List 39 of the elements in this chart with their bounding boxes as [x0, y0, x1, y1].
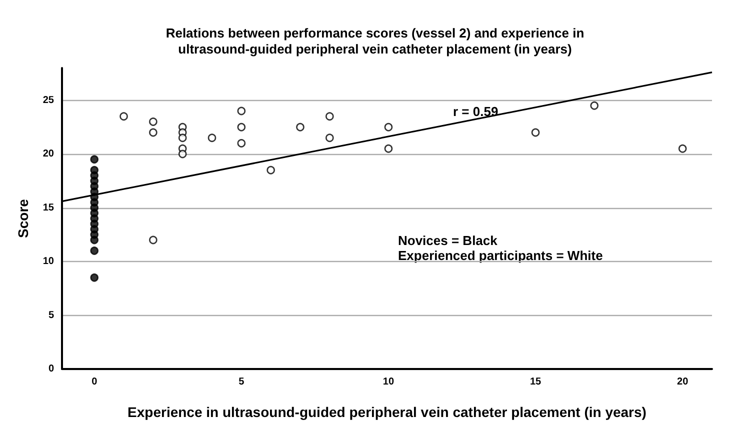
point	[237, 106, 246, 116]
chart-title: Relations between performance scores (vessel 2) and experience in ultrasound-guided peripheral vein catheter placement (in years)	[166, 26, 584, 56]
x-tick-label: 0	[92, 376, 98, 388]
point	[208, 134, 216, 142]
x-tick-label: 15	[530, 376, 542, 388]
point	[149, 236, 158, 244]
point	[384, 122, 393, 132]
point	[149, 118, 158, 126]
point	[90, 236, 99, 244]
x-tick-label: 5	[238, 376, 245, 388]
y-tick-label: 15	[42, 202, 54, 214]
point	[90, 155, 99, 164]
point	[326, 134, 334, 142]
y-axis-title: Score	[15, 198, 31, 238]
y-tick-label: 5	[48, 310, 54, 321]
point	[237, 139, 246, 148]
point	[178, 150, 187, 158]
point	[90, 273, 99, 282]
y-tick-label: 20	[42, 148, 54, 160]
point	[590, 101, 599, 110]
point	[296, 122, 304, 132]
y-tick-label: 0	[48, 364, 54, 374]
point	[531, 128, 540, 137]
point	[237, 122, 246, 132]
point	[90, 246, 99, 255]
x-tick-label: 20	[677, 376, 689, 388]
point	[678, 144, 687, 153]
point	[384, 144, 393, 153]
point	[326, 112, 334, 121]
annotation: r = 0.59	[453, 104, 498, 119]
annotation: Novices = Black Experienced participants = White	[398, 233, 603, 263]
point	[120, 112, 128, 121]
x-axis-title: Experience in ultrasound-guided peripheral vein catheter placement (in years)	[128, 404, 646, 420]
x-tick-label: 10	[382, 376, 394, 388]
y-tick-label: 25	[42, 94, 54, 106]
point	[149, 128, 158, 137]
point	[266, 166, 275, 174]
point	[178, 134, 187, 142]
y-tick-label: 10	[42, 256, 54, 267]
